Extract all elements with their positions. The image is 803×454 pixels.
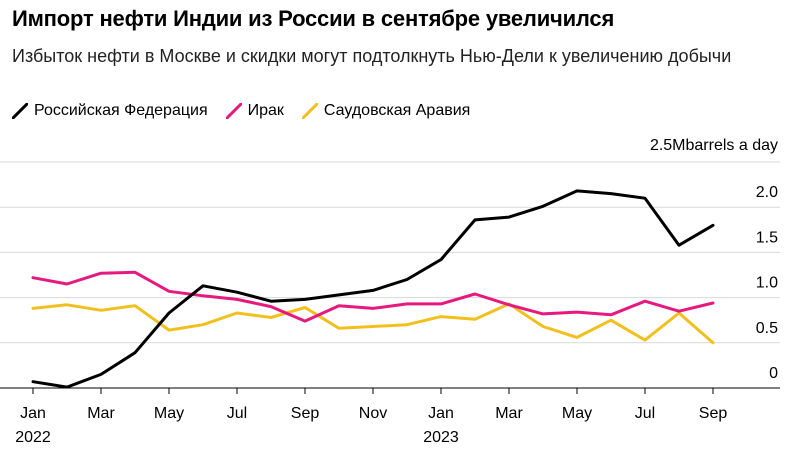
x-tick-label-may-4: May — [154, 405, 184, 422]
legend-label-russia: Российская Федерация — [34, 102, 208, 119]
legend-swatch-russia — [12, 103, 28, 119]
legend-label-saudi-arabia: Саудовская Аравия — [323, 102, 471, 119]
legend-item-russia: Российская Федерация — [12, 102, 208, 120]
grid — [0, 161, 780, 344]
x-tick-label-jul-18: Jul — [635, 405, 655, 422]
legend-label-iraq: Ирак — [247, 102, 284, 119]
x-tick-label-mar-2: Mar — [87, 405, 115, 422]
y-tick-label-0: 0 — [769, 365, 778, 382]
series-line-1 — [31, 270, 715, 323]
legend-swatch-saudi-arabia — [301, 103, 318, 119]
y-tick-label-2-0: 2.0 — [756, 184, 778, 201]
legend-item-saudi-arabia: Саудовская Аравия — [301, 102, 471, 120]
tick-labels: 2.5Mbarrels a day 0 0.5 1.0 1.5 2.0 Jan 2022 Mar… — [15, 137, 778, 446]
axes — [0, 387, 780, 394]
x-tick-label-jul-6: Jul — [227, 405, 247, 422]
legend-swatch-iraq — [225, 103, 242, 119]
chart-title: Импорт нефти Индии из России в сентябре … — [12, 6, 615, 31]
series-2 — [31, 302, 715, 345]
x-tick-year-2022: 2022 — [15, 429, 51, 446]
y-axis-unit-label: 2.5Mbarrels a day — [650, 137, 778, 154]
x-tick-label-mar-14: Mar — [495, 405, 523, 422]
x-tick-label-jan-12: Jan — [428, 405, 454, 422]
x-tick-label-sep-20: Sep — [699, 405, 728, 422]
series — [31, 189, 715, 389]
x-tick-label-jan-0: Jan — [20, 405, 46, 422]
series-line-0 — [31, 189, 715, 389]
x-tick-label-nov-10: Nov — [359, 405, 387, 422]
chart-subtitle: Избыток нефти в Москве и скидки могут по… — [12, 46, 732, 66]
legend-item-iraq: Ирак — [225, 102, 284, 120]
x-tick-label-sep-8: Sep — [291, 405, 320, 422]
x-tick-year-2023: 2023 — [423, 429, 459, 446]
x-tick-label-may-16: May — [562, 405, 592, 422]
y-tick-label-1-5: 1.5 — [756, 229, 778, 246]
series-1 — [31, 270, 715, 323]
series-line-2 — [31, 302, 715, 345]
y-tick-label-0-5: 0.5 — [756, 320, 778, 337]
y-tick-label-1-0: 1.0 — [756, 275, 778, 292]
series-0 — [31, 189, 715, 389]
legend: Российская Федерация Ирак Саудовская Ара… — [12, 102, 488, 120]
